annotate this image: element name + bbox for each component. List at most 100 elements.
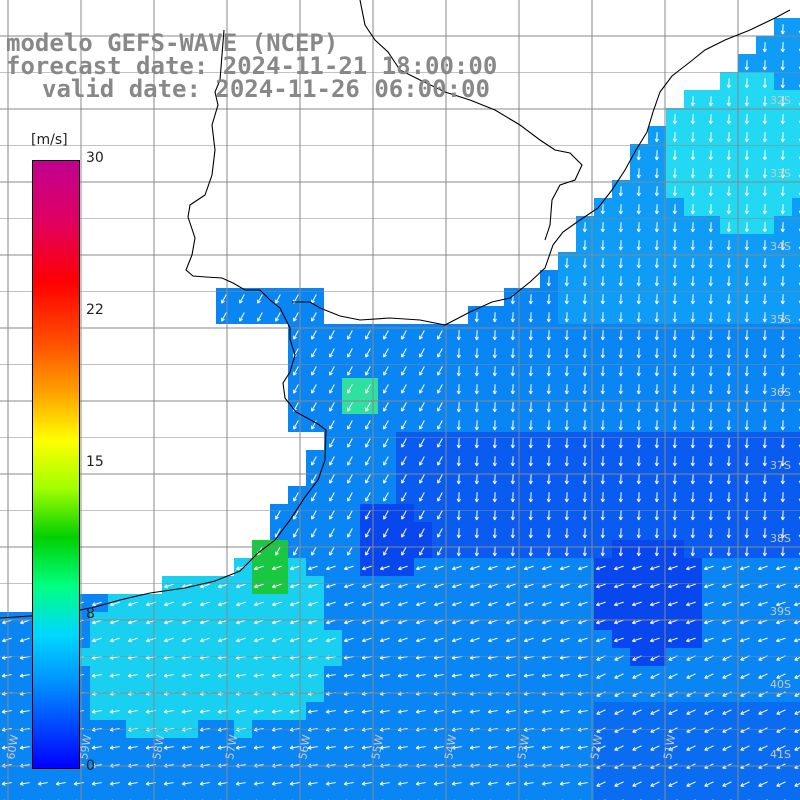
wind-arrow [762,96,767,107]
wind-arrow [654,276,659,287]
wind-arrow [383,438,389,448]
wind-arrow [257,294,263,304]
wind-arrow [654,222,659,233]
wind-arrow [780,222,785,233]
wind-arrow [582,240,587,251]
wind-arrow [744,150,749,161]
wind-arrow [744,348,749,359]
wind-arrow [672,168,677,179]
wind-arrow [456,366,461,377]
wind-arrow [726,222,731,233]
wind-arrow [708,438,713,449]
wind-arrow [690,150,695,161]
wind-arrow [347,330,353,340]
wind-arrow [564,312,569,323]
wind-arrow [672,402,677,413]
field-cell [792,540,800,558]
wind-arrow [600,438,605,449]
wind-arrow [546,294,551,305]
wind-arrow [510,384,515,395]
wind-arrow [510,456,515,467]
field-cell [792,90,800,108]
field-cell [180,792,198,800]
wind-arrow [582,330,587,341]
wind-arrow [708,222,713,233]
wind-arrow [708,384,713,395]
field-cell [738,792,756,800]
wind-arrow [708,114,713,125]
wind-arrow [618,294,623,305]
wind-arrow [726,438,731,449]
wind-arrow [690,420,695,431]
wind-arrow [672,240,677,251]
wind-arrow [546,384,551,395]
wind-arrow [726,96,731,107]
wind-arrow [600,204,605,215]
field-cell [792,288,800,306]
wind-arrow [618,186,623,197]
wind-arrow [546,456,551,467]
latitude-label: 32S [770,94,791,107]
wind-arrow [762,420,767,431]
field-cell [792,342,800,360]
wind-arrow [762,240,767,251]
field-cell [792,108,800,126]
wind-arrow [654,330,659,341]
field-cell [792,702,800,720]
field-cell [792,360,800,378]
wind-arrow [726,420,731,431]
latitude-label: 35S [770,313,791,326]
wind-arrow [690,330,695,341]
wind-arrow [672,132,677,143]
wind-arrow [600,276,605,287]
field-cell [378,792,396,800]
wind-arrow [293,366,299,376]
wind-arrow [401,438,407,448]
wind-arrow [582,438,587,449]
field-cell [792,774,800,792]
wind-arrow [672,366,677,377]
wind-arrow [437,456,443,466]
field-cell [792,180,800,198]
field-cell [792,144,800,162]
wind-arrow [744,438,749,449]
wind-arrow [618,420,623,431]
wind-arrow [780,204,785,215]
field-cell [792,414,800,432]
wind-arrow [600,456,605,467]
wind-arrow [780,366,785,377]
wind-arrow [474,402,479,413]
wind-arrow [744,240,749,251]
wind-arrow [726,312,731,323]
wind-arrow [492,330,497,341]
wind-arrow [383,348,389,358]
field-cell [594,792,612,800]
field-cell [792,522,800,540]
field-cell [252,792,270,800]
wind-arrow [744,186,749,197]
wind-arrow [708,294,713,305]
wind-arrow [762,132,767,143]
wind-arrow [780,96,785,107]
field-cell [792,252,800,270]
wind-arrow [708,366,713,377]
wind-arrow [672,186,677,197]
wind-arrow [437,384,443,394]
field-cell [108,792,126,800]
field-cell [504,792,522,800]
wind-arrow [365,330,371,340]
wind-arrow [456,438,461,449]
wind-arrow [780,276,785,287]
wind-arrow [726,186,731,197]
wind-arrow [546,366,551,377]
wind-arrow [726,366,731,377]
wind-arrow [672,150,677,161]
wind-arrow [474,456,479,467]
wind-arrow [708,312,713,323]
wind-arrow [672,204,677,215]
wind-arrow [708,258,713,269]
wind-arrow [419,402,425,412]
field-cell [792,162,800,180]
latitude-label: 36S [770,386,791,399]
wind-arrow [311,420,317,430]
